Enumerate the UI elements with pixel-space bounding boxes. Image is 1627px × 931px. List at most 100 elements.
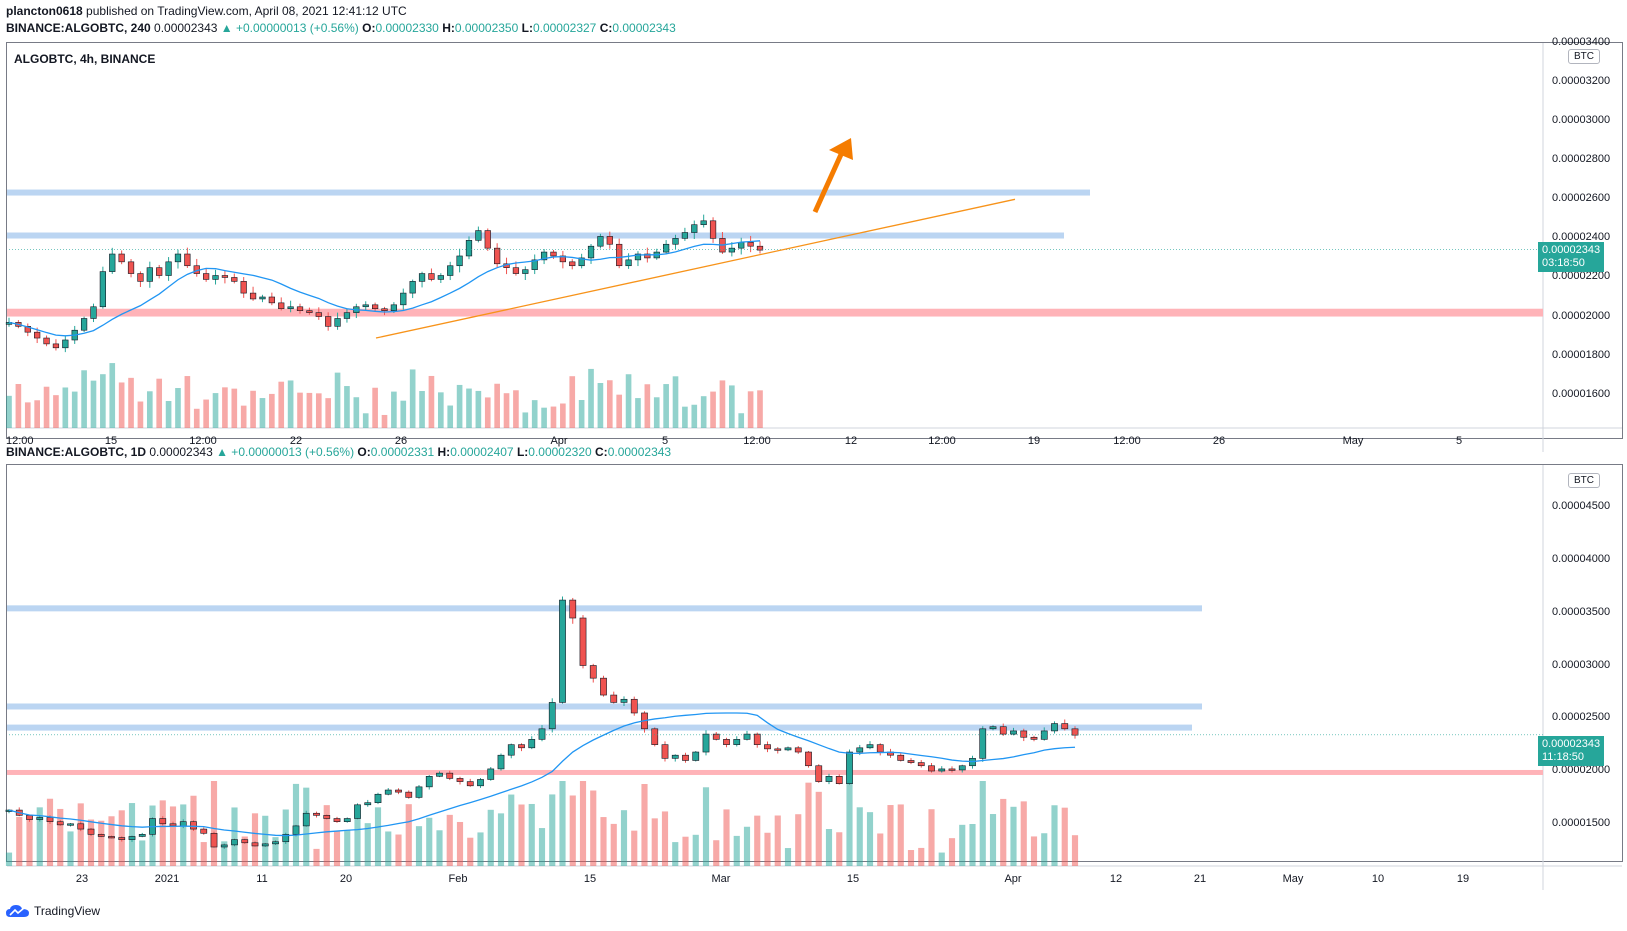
bottom-volume-bar	[385, 831, 392, 866]
top-candle-body	[681, 232, 689, 239]
top-volume-bar	[128, 377, 134, 428]
bottom-candle-body	[671, 754, 679, 759]
bottom-volume-bar	[98, 820, 105, 866]
bottom-candle-body	[958, 765, 966, 771]
bottom-candle-body	[507, 744, 515, 756]
bottom-candle-body	[620, 698, 628, 703]
top-resistance-zone	[7, 189, 1090, 196]
bottom-volume-bar	[754, 815, 761, 866]
bottom-currency-badge[interactable]: BTC	[1568, 473, 1600, 488]
top-volume-bar	[400, 400, 407, 428]
bottom-countdown: 11:18:50	[1542, 751, 1585, 763]
bottom-volume-bar	[948, 838, 956, 866]
bottom-candle-body	[415, 786, 423, 798]
top-volume-bar	[691, 404, 698, 428]
bottom-price-tick: 0.00003500	[1552, 605, 1611, 618]
bottom-volume-bar	[467, 837, 474, 866]
bottom-candle-body	[589, 665, 597, 679]
bottom-time-tick: May	[1282, 873, 1304, 885]
bottom-volume-bar	[128, 803, 136, 866]
top-currency-badge[interactable]: BTC	[1568, 49, 1600, 64]
top-volume-bar	[222, 387, 228, 428]
bottom-candle-body	[805, 751, 812, 767]
top-candle-body	[184, 253, 191, 267]
top-volume-bar	[644, 384, 651, 428]
top-candle-body	[475, 230, 482, 241]
bottom-time-tick: Apr	[1004, 873, 1022, 885]
top-volume-bar	[606, 380, 613, 428]
top-candle-body	[700, 220, 707, 226]
top-time-tick: 12:00	[928, 435, 956, 447]
bottom-volume-bar	[928, 809, 935, 866]
top-volume-bar	[90, 380, 97, 428]
bottom-volume-bar	[569, 795, 576, 866]
top-candle-body	[231, 277, 238, 282]
top-candle-body	[362, 304, 369, 308]
bottom-volume-bar	[231, 807, 238, 866]
top-volume-bar	[588, 368, 594, 428]
bottom-candle-body	[989, 726, 997, 730]
bottom-volume-bar	[938, 852, 945, 866]
top-change: ▲ +0.00000013 (+0.56%)	[220, 21, 359, 35]
top-volume-bar	[635, 398, 641, 428]
bottom-chart-panel[interactable]	[6, 464, 1623, 862]
bottom-volume-bar	[887, 805, 894, 866]
bottom-volume-bar	[590, 790, 597, 866]
bottom-candle-body	[395, 789, 402, 793]
bottom-time-tick: Mar	[711, 873, 731, 885]
bottom-candle-body	[794, 747, 802, 753]
bottom-candle-body	[897, 754, 905, 761]
bottom-symbol[interactable]: BINANCE:ALGOBTC, 1D	[6, 445, 146, 459]
tradingview-logo[interactable]: TradingView	[6, 904, 100, 918]
top-volume-bar	[456, 384, 463, 428]
bottom-volume-bar	[159, 800, 166, 866]
top-candle-body	[522, 269, 529, 274]
top-volume-bar	[682, 406, 688, 428]
top-volume-bar	[719, 380, 726, 428]
bottom-candle-body	[846, 751, 853, 784]
bottom-candle-body	[569, 599, 577, 619]
top-volume-bar	[34, 400, 40, 428]
top-chart-panel[interactable]	[6, 42, 1623, 439]
bottom-volume-bar	[528, 803, 535, 866]
bottom-volume-bar	[303, 787, 310, 866]
bottom-candle-body	[179, 821, 187, 827]
top-candle-body	[62, 339, 69, 349]
top-volume-bar	[203, 399, 209, 428]
top-candle-body	[334, 318, 341, 327]
bottom-candle-body	[764, 744, 771, 750]
bottom-candle-body	[456, 778, 464, 782]
top-time-tick: 19	[1027, 435, 1041, 447]
bottom-candle-body	[692, 751, 700, 761]
bottom-volume-bar	[87, 819, 95, 866]
bottom-candle-body	[702, 733, 710, 753]
top-volume-bar	[24, 402, 31, 428]
top-volume-bar	[663, 384, 669, 428]
bottom-candle-body	[292, 825, 300, 835]
top-volume-bar	[428, 375, 435, 428]
top-volume-bar	[43, 386, 50, 428]
bottom-volume-bar	[477, 832, 484, 866]
top-volume-bar	[278, 381, 285, 428]
top-volume-bar	[560, 403, 566, 428]
bottom-candle-body	[917, 762, 925, 767]
top-price-tick: 0.00003400	[1552, 36, 1611, 48]
top-symbol[interactable]: BINANCE:ALGOBTC, 240	[6, 21, 151, 35]
bottom-candle-body	[118, 837, 126, 840]
top-candle-body	[597, 236, 604, 247]
top-candle-body	[409, 281, 416, 294]
bottom-volume-bar	[436, 830, 443, 866]
top-volume-bar	[419, 391, 425, 428]
bottom-candle-body	[1010, 730, 1017, 735]
bottom-candle-body	[302, 812, 310, 827]
top-candle-body	[616, 243, 623, 267]
bottom-candle-body	[723, 739, 730, 745]
author-name[interactable]: plancton0618	[6, 4, 83, 18]
bottom-volume-bar	[784, 848, 792, 866]
bottom-candle-body	[1061, 723, 1069, 730]
bottom-candle-body	[26, 815, 33, 820]
bottom-volume-bar	[1041, 833, 1048, 866]
bottom-candle-body	[220, 844, 228, 848]
bottom-volume-bar	[672, 842, 679, 866]
top-volume-bar	[484, 397, 491, 428]
